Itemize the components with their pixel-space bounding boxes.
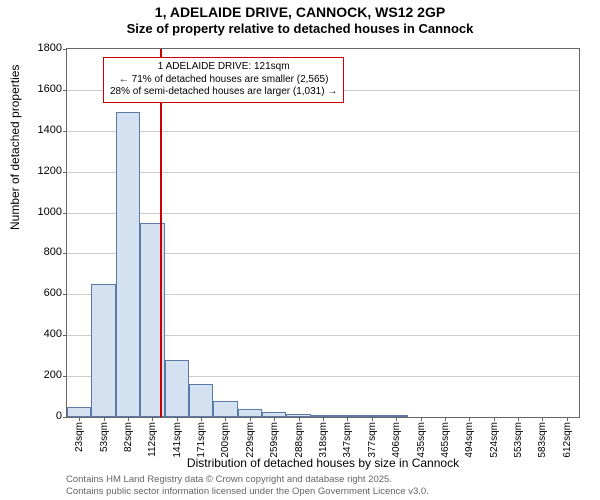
x-tick-label: 53sqm — [99, 422, 110, 452]
x-tick-label: 406sqm — [391, 422, 402, 458]
x-tick-mark — [128, 417, 129, 421]
x-tick-mark — [347, 417, 348, 421]
x-tick-mark — [274, 417, 275, 421]
histogram-bar — [213, 401, 237, 417]
y-tick-mark — [63, 417, 67, 418]
y-tick-mark — [63, 131, 67, 132]
x-tick-label: 612sqm — [562, 422, 573, 458]
x-tick-mark — [567, 417, 568, 421]
x-tick-mark — [201, 417, 202, 421]
y-tick-mark — [63, 376, 67, 377]
y-tick-label: 1800 — [22, 42, 62, 54]
chart-title: 1, ADELAIDE DRIVE, CANNOCK, WS12 2GP Siz… — [0, 0, 600, 36]
title-line-2: Size of property relative to detached ho… — [0, 21, 600, 37]
x-tick-mark — [469, 417, 470, 421]
y-tick-mark — [63, 253, 67, 254]
x-tick-label: 318sqm — [318, 422, 329, 458]
plot-area: 1 ADELAIDE DRIVE: 121sqm ← 71% of detach… — [66, 48, 580, 418]
histogram-bar — [67, 407, 91, 417]
x-tick-label: 553sqm — [513, 422, 524, 458]
y-tick-label: 800 — [22, 246, 62, 258]
x-tick-mark — [396, 417, 397, 421]
histogram-bar — [165, 360, 189, 417]
x-tick-label: 435sqm — [416, 422, 427, 458]
x-tick-label: 229sqm — [245, 422, 256, 458]
gridline — [67, 172, 579, 173]
gridline — [67, 131, 579, 132]
footer-attribution: Contains HM Land Registry data © Crown c… — [66, 474, 429, 497]
y-tick-mark — [63, 49, 67, 50]
x-tick-label: 200sqm — [220, 422, 231, 458]
gridline — [67, 213, 579, 214]
x-tick-mark — [299, 417, 300, 421]
x-tick-mark — [421, 417, 422, 421]
x-tick-mark — [79, 417, 80, 421]
x-tick-mark — [323, 417, 324, 421]
y-tick-label: 400 — [22, 328, 62, 340]
x-tick-label: 377sqm — [367, 422, 378, 458]
x-tick-mark — [250, 417, 251, 421]
x-tick-mark — [445, 417, 446, 421]
histogram-bar — [116, 112, 140, 417]
title-line-1: 1, ADELAIDE DRIVE, CANNOCK, WS12 2GP — [0, 4, 600, 21]
x-tick-mark — [152, 417, 153, 421]
property-marker-line — [160, 49, 162, 417]
x-tick-mark — [225, 417, 226, 421]
x-axis-label: Distribution of detached houses by size … — [66, 456, 580, 470]
y-tick-label: 600 — [22, 287, 62, 299]
x-tick-mark — [494, 417, 495, 421]
y-tick-label: 0 — [22, 410, 62, 422]
y-tick-label: 1400 — [22, 124, 62, 136]
y-tick-mark — [63, 294, 67, 295]
x-tick-label: 288sqm — [294, 422, 305, 458]
x-tick-label: 347sqm — [342, 422, 353, 458]
footer-line-1: Contains HM Land Registry data © Crown c… — [66, 474, 429, 485]
x-tick-label: 494sqm — [464, 422, 475, 458]
x-tick-mark — [518, 417, 519, 421]
y-tick-mark — [63, 90, 67, 91]
y-tick-label: 200 — [22, 369, 62, 381]
x-tick-label: 583sqm — [537, 422, 548, 458]
info-line-2: ← 71% of detached houses are smaller (2,… — [110, 74, 337, 87]
y-tick-mark — [63, 213, 67, 214]
info-line-3: 28% of semi-detached houses are larger (… — [110, 86, 337, 99]
x-tick-mark — [372, 417, 373, 421]
marker-info-box: 1 ADELAIDE DRIVE: 121sqm ← 71% of detach… — [103, 57, 344, 103]
info-line-1: 1 ADELAIDE DRIVE: 121sqm — [110, 61, 337, 74]
x-tick-label: 259sqm — [269, 422, 280, 458]
histogram-bar — [91, 284, 115, 417]
histogram-bar — [238, 409, 262, 417]
y-tick-mark — [63, 172, 67, 173]
x-tick-label: 524sqm — [489, 422, 500, 458]
x-tick-label: 141sqm — [172, 422, 183, 458]
x-tick-label: 171sqm — [196, 422, 207, 458]
histogram-bar — [189, 384, 213, 417]
y-tick-label: 1000 — [22, 206, 62, 218]
footer-line-2: Contains public sector information licen… — [66, 486, 429, 497]
y-tick-label: 1200 — [22, 165, 62, 177]
x-tick-mark — [542, 417, 543, 421]
x-tick-mark — [104, 417, 105, 421]
x-tick-mark — [177, 417, 178, 421]
y-tick-mark — [63, 335, 67, 336]
x-tick-label: 23sqm — [74, 422, 85, 452]
y-axis-label: Number of detached properties — [8, 65, 22, 230]
x-tick-label: 112sqm — [147, 422, 158, 457]
chart-container: 1, ADELAIDE DRIVE, CANNOCK, WS12 2GP Siz… — [0, 0, 600, 500]
y-tick-label: 1600 — [22, 83, 62, 95]
x-tick-label: 82sqm — [123, 422, 134, 452]
x-tick-label: 465sqm — [440, 422, 451, 458]
